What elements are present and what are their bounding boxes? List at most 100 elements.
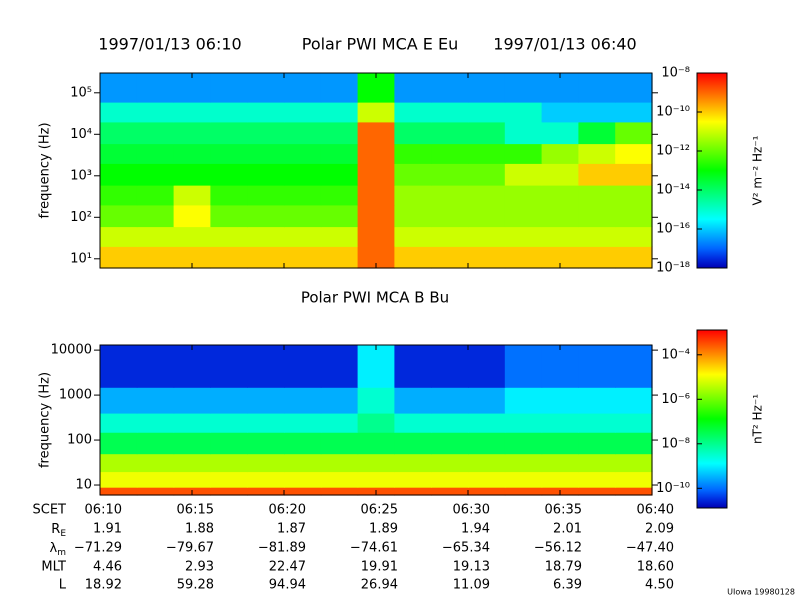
heatmap-cell xyxy=(247,185,285,206)
heatmap-cell xyxy=(136,387,175,414)
heatmap-cell xyxy=(100,432,138,455)
colorbar-tick-label: 10⁻¹⁰ xyxy=(656,481,690,496)
ephemeris-value: 4.46 xyxy=(93,560,122,575)
heatmap-cell xyxy=(578,453,616,473)
heatmap-cell xyxy=(210,121,248,145)
heatmap-cell xyxy=(247,102,285,123)
heatmap-cell xyxy=(615,345,653,388)
ephemeris-value: 6.39 xyxy=(553,578,582,593)
heatmap-cell xyxy=(100,453,138,473)
heatmap-cell xyxy=(394,163,432,186)
heatmap-cell xyxy=(394,143,432,164)
heatmap-cell xyxy=(431,387,469,414)
heatmap-cell xyxy=(320,387,359,414)
heatmap-cell xyxy=(320,102,359,123)
ephemeris-value: 2.93 xyxy=(185,560,214,575)
heatmap-cell xyxy=(136,121,175,145)
ephemeris-value: 2.01 xyxy=(553,522,582,537)
heatmap-cell xyxy=(504,226,543,247)
ephemeris-value: 1.91 xyxy=(93,522,122,537)
heatmap-cell xyxy=(100,345,138,388)
heatmap-cell xyxy=(320,163,359,186)
heatmap-cell xyxy=(136,185,175,206)
start-time: 1997/01/13 06:10 xyxy=(98,35,241,54)
heatmap-cell xyxy=(320,487,359,496)
colorbar xyxy=(696,72,728,269)
heatmap-cell xyxy=(357,163,395,186)
heatmap-cell xyxy=(468,432,506,455)
heatmap-cell xyxy=(284,163,322,186)
heatmap-cell xyxy=(615,387,653,414)
heatmap-cell xyxy=(284,226,322,247)
heatmap-cell xyxy=(541,102,579,123)
heatmap-cell xyxy=(541,121,579,145)
heatmap-cell xyxy=(431,487,469,496)
heatmap-cell xyxy=(394,185,432,206)
heatmap-cell xyxy=(394,121,432,145)
heatmap-cell xyxy=(284,185,322,206)
heatmap-cell xyxy=(615,163,653,186)
heatmap-cell xyxy=(247,226,285,247)
heatmap-cell xyxy=(578,73,616,103)
heatmap-cell xyxy=(320,185,359,206)
heatmap-cell xyxy=(431,246,469,269)
heatmap-cell xyxy=(431,143,469,164)
heatmap-cell xyxy=(210,185,248,206)
ephemeris-label: RE xyxy=(51,522,66,539)
y-tick-label: 10 xyxy=(75,478,92,493)
heatmap-cell xyxy=(100,73,138,103)
heatmap-cell xyxy=(504,453,543,473)
heatmap-cell xyxy=(468,163,506,186)
chart-title: Polar PWI MCA E Eu xyxy=(302,35,459,54)
heatmap-cell xyxy=(504,412,543,433)
heatmap-cell xyxy=(431,204,469,228)
colorbar-tick-label: 10⁻¹⁸ xyxy=(656,261,690,276)
heatmap-cell xyxy=(504,73,543,103)
colorbar-tick-label: 10⁻⁸ xyxy=(661,436,690,451)
heatmap-cell xyxy=(431,102,469,123)
heatmap-cell xyxy=(504,102,543,123)
heatmap-cell xyxy=(615,204,653,228)
heatmap-cell xyxy=(504,432,543,455)
heatmap-cell xyxy=(100,102,138,123)
heatmap-cell xyxy=(394,471,432,488)
heatmap-cell xyxy=(541,204,579,228)
heatmap-cell xyxy=(357,432,395,455)
heatmap-cell xyxy=(320,432,359,455)
heatmap-cell xyxy=(504,163,543,186)
heatmap-cell xyxy=(100,487,138,496)
heatmap-cell xyxy=(320,246,359,269)
heatmap-cell xyxy=(100,185,138,206)
heatmap-cell xyxy=(504,246,543,269)
colorbar-tick-label: 10⁻¹⁶ xyxy=(656,222,690,237)
heatmap-cell xyxy=(247,471,285,488)
ephemeris-label-sub: E xyxy=(60,529,66,539)
heatmap-cell xyxy=(431,345,469,388)
heatmap-cell xyxy=(615,226,653,247)
ephemeris-label: λm xyxy=(50,541,66,558)
ephemeris-value: 06:35 xyxy=(545,503,582,518)
ephemeris-value: −56.12 xyxy=(534,541,582,556)
heatmap-cell xyxy=(468,487,506,496)
heatmap-cell xyxy=(357,453,395,473)
heatmap-cell xyxy=(578,471,616,488)
heatmap-cell xyxy=(136,102,175,123)
heatmap-cell xyxy=(247,453,285,473)
heatmap-cell xyxy=(578,432,616,455)
ephemeris-value: 1.94 xyxy=(461,522,490,537)
heatmap-cell xyxy=(173,453,211,473)
heatmap-cell xyxy=(284,412,322,433)
heatmap-cell xyxy=(615,412,653,433)
heatmap-cell xyxy=(100,387,138,414)
heatmap-cell xyxy=(173,471,211,488)
heatmap-cell xyxy=(100,204,138,228)
heatmap-cell xyxy=(136,143,175,164)
heatmap-cell xyxy=(210,432,248,455)
heatmap-cell xyxy=(320,471,359,488)
heatmap-cell xyxy=(394,345,432,388)
heatmap-cell xyxy=(320,412,359,433)
heatmap-cell xyxy=(247,204,285,228)
heatmap-cell xyxy=(320,226,359,247)
ephemeris-value: 06:10 xyxy=(85,503,122,518)
heatmap-cell xyxy=(100,143,138,164)
